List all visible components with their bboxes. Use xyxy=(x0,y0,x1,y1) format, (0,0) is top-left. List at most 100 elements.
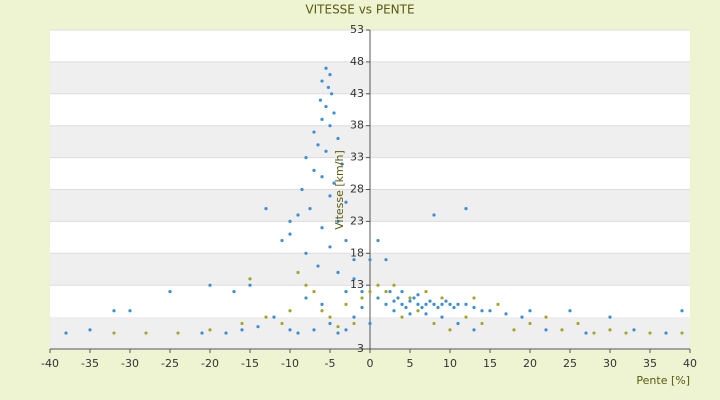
x-tick-label: -35 xyxy=(81,357,99,370)
scatter-point xyxy=(280,321,284,326)
x-tick-label: 35 xyxy=(643,357,657,370)
scatter-point xyxy=(432,213,436,217)
scatter-point xyxy=(288,309,292,313)
scatter-point xyxy=(320,175,324,179)
scatter-point xyxy=(328,124,332,128)
scatter-point xyxy=(404,305,408,310)
scatter-point xyxy=(288,328,292,332)
x-tick-label: 15 xyxy=(483,357,497,370)
scatter-point xyxy=(392,283,396,287)
scatter-point xyxy=(112,309,116,313)
scatter-point xyxy=(330,92,334,96)
y-tick-label: 48 xyxy=(350,55,364,68)
scatter-point xyxy=(424,312,428,316)
scatter-point xyxy=(360,296,364,300)
scatter-point xyxy=(376,283,380,287)
scatter-point xyxy=(288,219,292,223)
scatter-point xyxy=(432,302,436,306)
x-tick-label: 20 xyxy=(523,357,537,370)
scatter-point xyxy=(296,270,300,275)
x-tick-label: -40 xyxy=(41,357,59,370)
scatter-point xyxy=(328,315,332,319)
scatter-point xyxy=(384,289,388,294)
scatter-point xyxy=(336,331,340,335)
x-tick-label: 0 xyxy=(367,357,374,370)
scatter-point xyxy=(352,315,356,319)
scatter-point xyxy=(304,251,308,255)
scatter-point xyxy=(528,309,532,313)
scatter-point xyxy=(64,331,68,335)
scatter-point xyxy=(312,289,316,294)
y-axis-label: Vitesse [km/h] xyxy=(333,150,346,230)
scatter-point xyxy=(352,277,356,281)
scatter-point xyxy=(428,299,432,303)
scatter-point xyxy=(392,309,396,313)
x-tick-label: -25 xyxy=(161,357,179,370)
y-tick-label: 33 xyxy=(350,151,364,164)
scatter-point xyxy=(384,258,388,262)
scatter-point xyxy=(424,289,428,294)
scatter-point xyxy=(452,305,456,310)
scatter-point xyxy=(320,117,324,121)
scatter-point xyxy=(472,305,476,310)
x-tick-label: -5 xyxy=(325,357,336,370)
scatter-point xyxy=(472,296,476,300)
scatter-point xyxy=(436,305,440,310)
scatter-point xyxy=(440,296,444,300)
scatter-point xyxy=(416,293,420,297)
scatter-point xyxy=(464,315,468,319)
plot-area xyxy=(49,29,691,353)
x-tick-label: -30 xyxy=(121,357,139,370)
scatter-point xyxy=(320,79,324,83)
scatter-point xyxy=(680,309,684,313)
scatter-point xyxy=(344,200,348,204)
scatter-point xyxy=(440,302,444,306)
scatter-point xyxy=(232,289,236,294)
scatter-point xyxy=(200,331,204,335)
scatter-point xyxy=(480,321,484,326)
x-tick-label: -15 xyxy=(241,357,259,370)
scatter-point xyxy=(456,302,460,306)
scatter-point xyxy=(312,168,316,172)
scatter-point xyxy=(632,328,636,332)
chart-title: VITESSE vs PENTE xyxy=(305,3,414,17)
scatter-point xyxy=(448,302,452,306)
scatter-point xyxy=(324,104,328,109)
scatter-point xyxy=(376,238,380,243)
scatter-point xyxy=(512,328,516,332)
scatter-point xyxy=(176,331,180,335)
scatter-point xyxy=(324,66,328,70)
scatter-point xyxy=(324,149,328,153)
scatter-point xyxy=(376,296,380,300)
y-tick-label: 53 xyxy=(350,23,364,36)
scatter-point xyxy=(208,328,212,332)
scatter-point xyxy=(388,289,392,294)
y-tick-label: 43 xyxy=(350,87,364,100)
scatter-point xyxy=(488,309,492,313)
scatter-point xyxy=(336,219,340,223)
scatter-point xyxy=(400,289,404,294)
scatter-point xyxy=(112,331,116,335)
scatter-point xyxy=(328,321,332,326)
scatter-point xyxy=(168,289,172,294)
scatter-point xyxy=(544,315,548,319)
scatter-point xyxy=(280,238,284,243)
scatter-point xyxy=(344,328,348,332)
scatter-point xyxy=(300,187,304,192)
scatter-point xyxy=(360,305,364,310)
scatter-point xyxy=(464,302,468,306)
scatter-point xyxy=(544,328,548,332)
scatter-point xyxy=(340,162,344,166)
scatter-point xyxy=(608,315,612,319)
scatter-point xyxy=(664,331,668,335)
scatter-point xyxy=(528,321,532,326)
scatter-point xyxy=(448,328,452,332)
scatter-point xyxy=(584,331,588,335)
scatter-point xyxy=(336,325,340,329)
scatter-point xyxy=(400,302,404,306)
scatter-point xyxy=(424,302,428,306)
y-tick-label: 38 xyxy=(350,119,364,132)
scatter-point xyxy=(444,299,448,303)
scatter-point xyxy=(320,309,324,313)
x-tick-label: 40 xyxy=(683,357,697,370)
